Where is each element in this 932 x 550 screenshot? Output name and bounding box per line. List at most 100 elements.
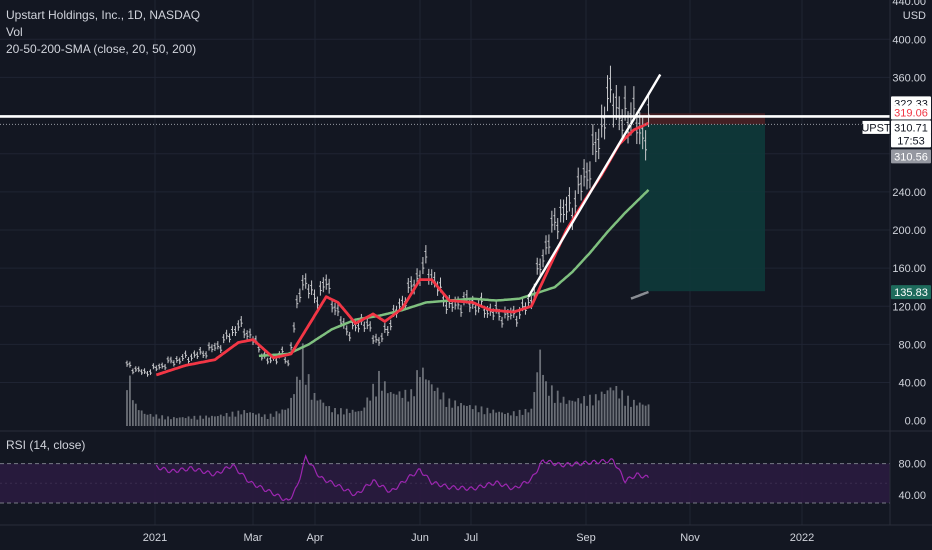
volume-bar: [140, 410, 143, 426]
volume-bar: [301, 343, 304, 426]
price-bars: [125, 65, 650, 377]
volume-bar: [146, 414, 149, 426]
time-tick-label: Sep: [576, 532, 596, 544]
volume-bar: [501, 412, 503, 426]
volume-bar: [389, 392, 392, 426]
volume-bar: [225, 413, 228, 426]
rsi-line: [155, 454, 649, 502]
countdown-badge-text: 17:53: [897, 135, 925, 147]
volume-bar: [214, 416, 216, 426]
volume-bar: [624, 405, 626, 426]
time-tick-label: Jun: [411, 532, 429, 544]
symbol-tag: UPST: [861, 119, 891, 135]
short-position-box[interactable]: [639, 113, 765, 292]
price-tick-label: 440.00: [892, 0, 926, 8]
volume-bar: [372, 383, 375, 426]
volume-bar: [638, 402, 641, 426]
volume-bar: [553, 402, 556, 426]
volume-bar: [612, 390, 615, 426]
volume-bar: [269, 413, 272, 426]
sma20-line: [155, 121, 650, 377]
volume-bar: [275, 411, 278, 426]
volume-bar: [410, 389, 413, 426]
volume-bar: [527, 412, 530, 426]
volume-bar: [313, 392, 316, 426]
volume-bar: [222, 416, 225, 426]
last-price-badge-text: 310.71: [894, 122, 928, 134]
volume-bar: [357, 411, 360, 426]
volume-bars: [126, 343, 650, 426]
volume-bar: [600, 391, 603, 426]
volume-bar: [542, 374, 544, 426]
target-level-badge-text: 135.83: [894, 287, 928, 299]
time-tick-label: Mar: [244, 532, 263, 544]
currency-label: USD: [903, 10, 926, 22]
volume-bar: [480, 406, 483, 426]
volume-bar: [533, 392, 536, 426]
volume-bar: [512, 411, 515, 426]
volume-bar: [439, 399, 442, 426]
symbol-tag-text: UPST: [861, 122, 891, 134]
volume-bar: [422, 367, 424, 426]
volume-bar: [155, 414, 158, 426]
volume-bar: [328, 406, 331, 426]
volume-bar: [228, 416, 231, 426]
volume-bar: [345, 408, 348, 426]
volume-bar: [507, 412, 509, 426]
volume-bar: [296, 376, 298, 426]
volume-bar: [609, 387, 612, 426]
volume-bar: [486, 407, 489, 426]
price-tick-label: 400.00: [892, 34, 926, 46]
volume-bar: [310, 399, 313, 426]
volume-bar: [442, 392, 445, 426]
volume-bar: [205, 415, 208, 426]
volume-bar: [240, 414, 243, 426]
countdown-badge-bg: [891, 133, 931, 148]
volume-bar: [489, 413, 492, 426]
prev-price-badge: 310.56: [891, 149, 931, 164]
volume-bar: [460, 403, 462, 426]
volume-bar: [580, 403, 583, 426]
countdown-badge: 17:53: [891, 133, 931, 148]
volume-bar: [392, 393, 395, 426]
volume-bar: [234, 416, 237, 426]
volume-bar: [363, 407, 366, 426]
volume-bar: [404, 389, 407, 426]
volume-bar: [436, 387, 439, 426]
volume-bar: [556, 390, 559, 426]
volume-bar: [266, 419, 269, 426]
volume-bar: [137, 410, 140, 426]
rsi-tick-label: 80.00: [898, 459, 926, 471]
volume-bar: [152, 416, 155, 426]
volume-bar: [401, 397, 404, 426]
volume-bar: [337, 414, 339, 426]
target-level-badge-bg: [891, 285, 931, 300]
drawings[interactable]: [0, 73, 890, 298]
last-price-badge: 310.71: [891, 120, 931, 135]
volume-bar: [545, 381, 547, 426]
volume-bar: [316, 400, 319, 426]
volume-bar: [211, 415, 213, 426]
volume-bar: [131, 400, 134, 426]
sma200-line: [630, 290, 649, 300]
volume-bar: [615, 385, 618, 426]
volume-bar: [126, 390, 128, 426]
volume-bar: [149, 413, 152, 426]
position-target-zone: [639, 124, 765, 292]
volume-bar: [260, 416, 263, 426]
volume-bar: [568, 400, 571, 426]
price-tick-label: 0.00: [905, 416, 926, 428]
time-tick-label: Apr: [306, 532, 323, 544]
time-tick-label: 2022: [790, 532, 814, 544]
volume-bar: [457, 406, 459, 426]
volume-bar: [348, 412, 351, 426]
volume-bar: [603, 393, 606, 426]
volume-bar: [386, 393, 389, 426]
volume-bar: [647, 404, 650, 426]
volume-bar: [606, 390, 609, 426]
volume-bar: [521, 414, 524, 426]
volume-bar: [427, 380, 430, 426]
price-tick-label: 40.00: [898, 378, 926, 390]
